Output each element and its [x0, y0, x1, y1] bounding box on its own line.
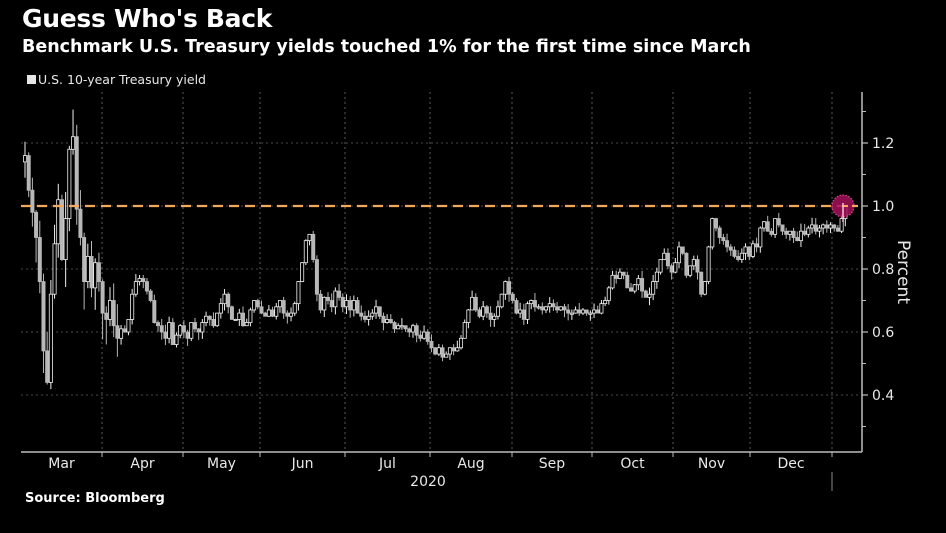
y-tick-label: 1.2	[872, 136, 894, 152]
x-tick-label: Mar	[48, 456, 75, 472]
highlight-circle-icon	[831, 194, 858, 222]
x-axis-year-label: 2020	[410, 474, 446, 490]
x-tick-label: Oct	[620, 456, 645, 472]
axes	[21, 92, 863, 491]
y-tick-label: 0.6	[872, 325, 894, 341]
y-axis-label: Percent	[893, 240, 913, 304]
grid-lines	[21, 92, 862, 452]
legend-label: U.S. 10-year Treasury yield	[38, 72, 206, 87]
y-tick-label: 0.4	[872, 388, 894, 404]
x-tick-label: Sep	[539, 456, 566, 472]
y-tick-label: 0.8	[872, 262, 894, 278]
x-tick-label: Jun	[291, 456, 314, 472]
x-axis-ticks: Mar Apr May Jun Jul Aug Sep Oct Nov Dec	[48, 452, 833, 472]
x-tick-label: Jul	[378, 456, 396, 472]
chart-title: Guess Who's Back	[22, 4, 273, 33]
chart-subtitle: Benchmark U.S. Treasury yields touched 1…	[22, 37, 751, 57]
source-note: Source: Bloomberg	[25, 491, 165, 506]
legend: U.S. 10-year Treasury yield	[27, 72, 206, 87]
legend-swatch-icon	[27, 75, 36, 84]
candlestick-series	[22, 109, 848, 390]
x-tick-label: May	[207, 456, 236, 472]
x-tick-label: Nov	[698, 456, 725, 472]
x-tick-label: Apr	[130, 456, 154, 472]
y-axis-ticks: 0.4 0.6 0.8 1.0 1.2	[862, 111, 894, 427]
y-tick-label: 1.0	[872, 199, 894, 215]
x-tick-label: Aug	[457, 456, 484, 472]
x-tick-label: Dec	[777, 456, 804, 472]
